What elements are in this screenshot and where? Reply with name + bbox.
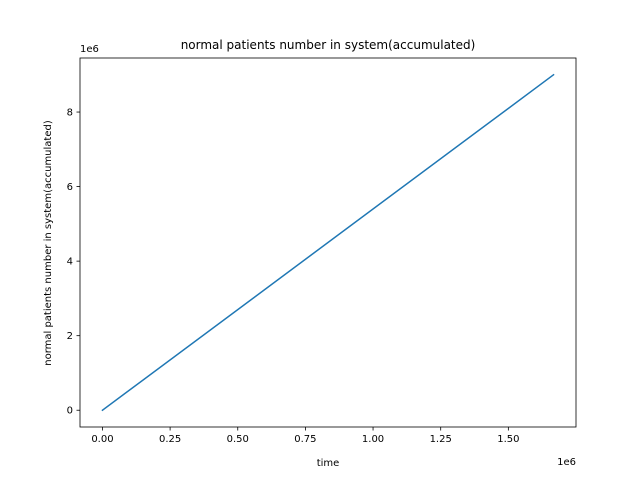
x-axis-ticks: 0.00 0.25 0.50 0.75 1.00 1.25 1.50	[91, 427, 519, 445]
y-tick-label: 2	[67, 331, 73, 342]
x-tick-label: 0.25	[159, 434, 181, 445]
y-tick-label: 0	[67, 406, 73, 417]
x-tick-label: 1.00	[362, 434, 384, 445]
y-tick-label: 6	[67, 182, 73, 193]
chart-title: normal patients number in system(accumul…	[181, 38, 476, 52]
y-axis-offset-label: 1e6	[80, 44, 99, 55]
x-axis-offset-label: 1e6	[557, 457, 576, 468]
y-tick-label: 8	[67, 108, 73, 119]
x-tick-label: 1.25	[430, 434, 452, 445]
x-axis-label: time	[317, 458, 340, 469]
x-tick-label: 0.00	[91, 434, 113, 445]
series-layer	[101, 73, 555, 412]
x-tick-label: 0.50	[227, 434, 249, 445]
y-tick-label: 4	[67, 257, 73, 268]
y-axis-label: normal patients number in system(accumul…	[43, 120, 54, 366]
y-axis-ticks: 0 2 4 6 8	[67, 108, 80, 417]
series-line	[101, 73, 555, 412]
x-tick-label: 1.50	[497, 434, 519, 445]
plot-frame	[79, 57, 577, 428]
x-tick-label: 0.75	[294, 434, 316, 445]
